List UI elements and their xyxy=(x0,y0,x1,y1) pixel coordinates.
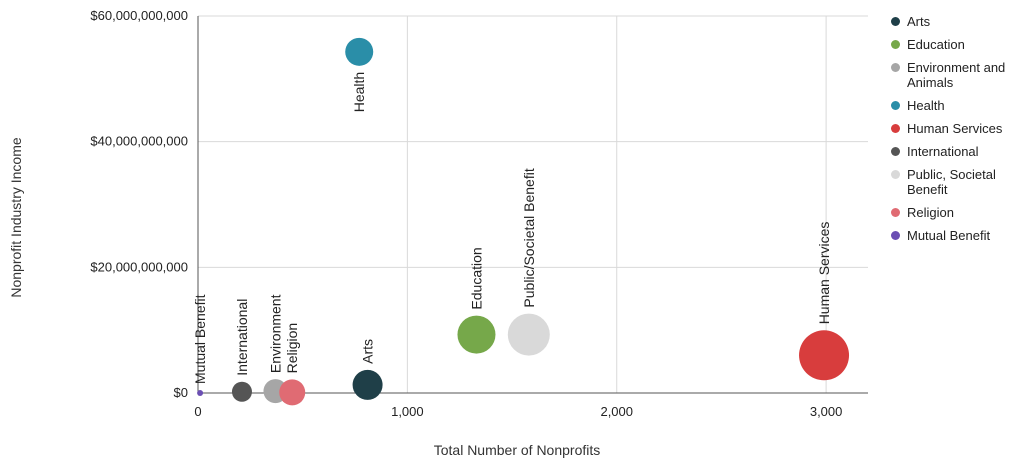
legend-dot-icon xyxy=(891,231,900,240)
legend: Arts Education Environment and Animals Heal… xyxy=(891,14,1011,251)
x-tick-label: 1,000 xyxy=(391,404,424,419)
bubble-label-public-societal-benefit: Public/Societal Benefit xyxy=(521,168,537,307)
legend-label: Environment and Animals xyxy=(907,60,1006,90)
axes: $0 $20,000,000,000 $40,000,000,000 $60,000,… xyxy=(90,8,868,419)
legend-item-religion[interactable]: Religion xyxy=(891,205,1011,220)
legend-label: Public, Societal Benefit xyxy=(907,167,996,197)
legend-dot-icon xyxy=(891,124,900,133)
bubble-label-human-services: Human Services xyxy=(816,222,832,325)
x-tick-label: 2,000 xyxy=(600,404,633,419)
legend-label: International xyxy=(907,144,979,159)
legend-dot-icon xyxy=(891,63,900,72)
bubble-religion[interactable] xyxy=(279,379,306,406)
bubble-labels: Arts Education Environment Health Human Serv… xyxy=(192,72,832,384)
bubble-label-education: Education xyxy=(468,247,484,309)
bubble-international[interactable] xyxy=(231,381,252,402)
bubble-public-societal-benefit[interactable] xyxy=(507,313,550,356)
legend-label: Human Services xyxy=(907,121,1003,136)
legend-label: Mutual Benefit xyxy=(907,228,991,243)
bubble-mutual-benefit[interactable] xyxy=(197,390,204,396)
x-axis-title: Total Number of Nonprofits xyxy=(434,442,601,458)
bubble-education[interactable] xyxy=(457,315,496,354)
bubble-label-environment-and-animals: Environment xyxy=(267,294,283,373)
legend-dot-icon xyxy=(891,208,900,217)
y-tick-label: $20,000,000,000 xyxy=(90,259,188,274)
bubble-label-mutual-benefit: Mutual Benefit xyxy=(192,294,208,384)
legend-dot-icon xyxy=(891,101,900,110)
legend-dot-icon xyxy=(891,147,900,156)
bubble-label-arts: Arts xyxy=(360,339,376,364)
bubbles xyxy=(197,37,850,406)
legend-item-arts[interactable]: Arts xyxy=(891,14,1011,29)
bubble-human-services[interactable] xyxy=(799,330,850,381)
y-tick-label: $40,000,000,000 xyxy=(90,134,188,149)
y-tick-label: $60,000,000,000 xyxy=(90,8,188,23)
bubble-label-health: Health xyxy=(351,72,367,112)
legend-item-mutual-benefit[interactable]: Mutual Benefit xyxy=(891,228,1011,243)
y-axis-title: Nonprofit Industry Income xyxy=(8,137,24,298)
y-tick-label: $0 xyxy=(174,385,188,400)
legend-label: Health xyxy=(907,98,945,113)
legend-dot-icon xyxy=(891,170,900,179)
grid xyxy=(198,15,868,393)
bubble-label-religion: Religion xyxy=(284,323,300,374)
legend-item-health[interactable]: Health xyxy=(891,98,1011,113)
legend-item-public-societal-benefit[interactable]: Public, Societal Benefit xyxy=(891,167,1011,197)
legend-dot-icon xyxy=(891,17,900,26)
x-tick-label: 3,000 xyxy=(810,404,843,419)
legend-item-education[interactable]: Education xyxy=(891,37,1011,52)
bubble-health[interactable] xyxy=(345,37,374,66)
bubble-arts[interactable] xyxy=(352,369,383,400)
legend-label: Education xyxy=(907,37,965,52)
legend-item-international[interactable]: International xyxy=(891,144,1011,159)
legend-item-environment-and-animals[interactable]: Environment and Animals xyxy=(891,60,1011,90)
legend-item-human-services[interactable]: Human Services xyxy=(891,121,1011,136)
legend-dot-icon xyxy=(891,40,900,49)
legend-label: Religion xyxy=(907,205,954,220)
x-tick-label: 0 xyxy=(194,404,201,419)
bubble-label-international: International xyxy=(234,299,250,376)
legend-label: Arts xyxy=(907,14,931,29)
